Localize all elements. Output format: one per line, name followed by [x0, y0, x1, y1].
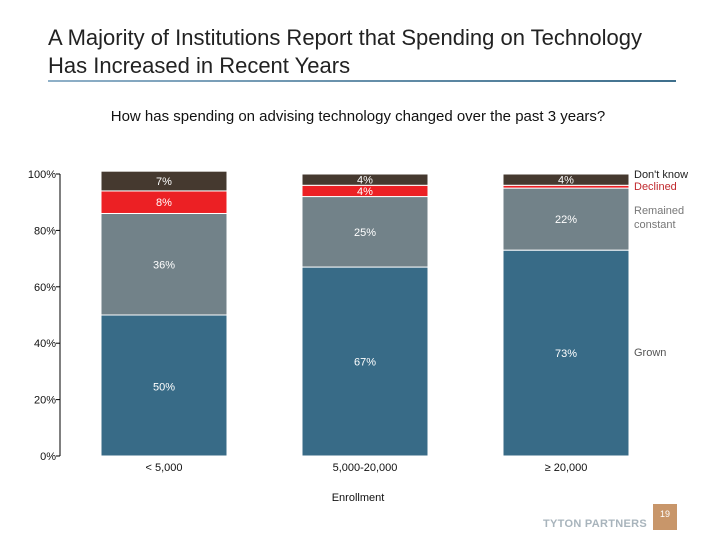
data-label: 73%: [555, 348, 577, 360]
data-label: 4%: [357, 175, 373, 187]
data-label: 4%: [558, 175, 574, 187]
slide-title: A Majority of Institutions Report that S…: [48, 25, 642, 78]
y-tick-label: 80%: [34, 225, 56, 237]
legend-label: Don't know: [634, 169, 688, 181]
data-label: 36%: [153, 259, 175, 271]
bar-segment: [301, 266, 429, 457]
data-label: 8%: [156, 197, 172, 209]
data-label: 67%: [354, 357, 376, 369]
x-tick-label: ≥ 20,000: [545, 462, 588, 474]
bar-segment: [502, 249, 630, 457]
bar-segment: [100, 170, 228, 192]
bar-segment: [301, 173, 429, 186]
y-tick-label: 100%: [28, 169, 56, 181]
bar-segment: [502, 187, 630, 251]
data-label: 7%: [156, 176, 172, 188]
title-divider: [48, 80, 676, 82]
bar-segment: [502, 173, 630, 186]
data-label: 25%: [354, 227, 376, 239]
bar-segment: [100, 314, 228, 457]
y-tick-label: 60%: [34, 282, 56, 294]
x-axis-label: Enrollment: [332, 492, 385, 504]
x-tick-label: < 5,000: [145, 462, 182, 474]
data-label: 22%: [555, 214, 577, 226]
legend-label: Declined: [634, 181, 677, 193]
brand-logo: TYTON PARTNERS: [543, 518, 648, 530]
data-label: 50%: [153, 382, 175, 394]
y-tick-label: 20%: [34, 395, 56, 407]
chart-question: How has spending on advising technology …: [110, 108, 606, 125]
y-tick-label: 40%: [34, 338, 56, 350]
bar-segment: [100, 212, 228, 316]
page-number: 19: [653, 504, 677, 530]
legend-label: Remained: [634, 205, 684, 217]
legend-label: Grown: [634, 347, 666, 359]
y-tick-label: 0%: [40, 451, 56, 463]
legend-label: constant: [634, 219, 676, 231]
data-label: 4%: [357, 186, 373, 198]
x-tick-label: 5,000-20,000: [333, 462, 398, 474]
